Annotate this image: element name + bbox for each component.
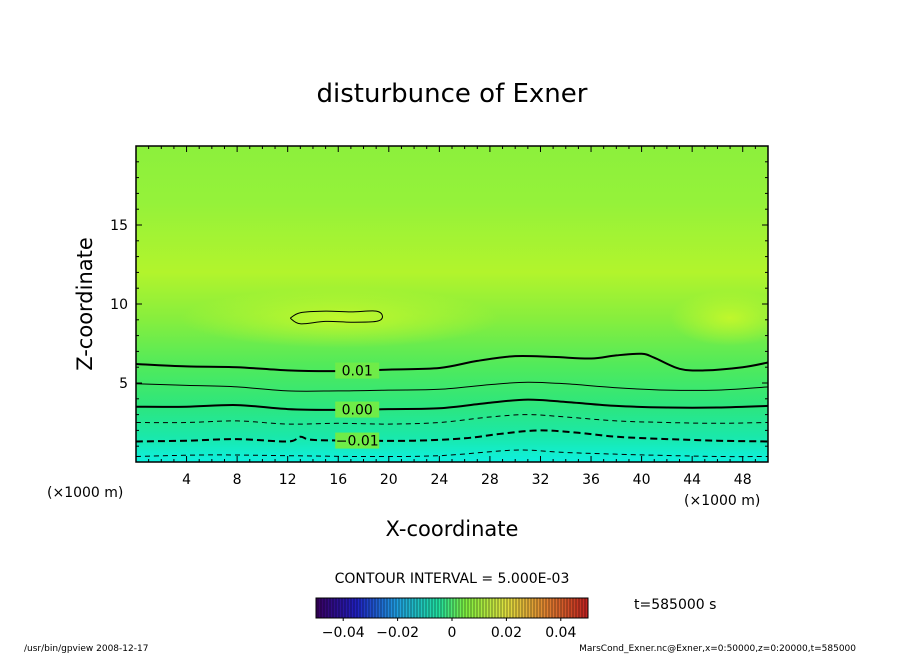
x-tick-label: 36 (582, 472, 600, 488)
contour-line (136, 381, 768, 392)
field-highlight-right (670, 290, 768, 346)
y-tick-label: 15 (110, 218, 128, 234)
x-tick-label: 32 (532, 472, 550, 488)
y-tick-label: 10 (110, 297, 128, 313)
footer-left: /usr/bin/gpview 2008-12-17 (24, 644, 148, 654)
plot-area (136, 146, 768, 462)
x-tick-label: 48 (734, 472, 752, 488)
colorbar-tick-label: 0.04 (545, 625, 576, 641)
contour-line (289, 310, 384, 325)
contour-label-bg (335, 432, 380, 449)
chart-title: disturbunce of Exner (317, 79, 588, 109)
y-ticks: 5 10 15 (110, 161, 768, 447)
colorbar-tick-label: −0.02 (376, 625, 419, 641)
contour-labels: 0.01 0.00 −0.01 (335, 362, 380, 450)
x-axis-label: X-coordinate (386, 517, 519, 541)
contour-line (136, 398, 768, 411)
contour-label: 0.01 (342, 364, 373, 380)
x-tick-label: 16 (329, 472, 347, 488)
time-label: t=585000 s (634, 597, 716, 613)
field-highlight (180, 288, 500, 348)
y-axis-label: Z-coordinate (73, 237, 97, 371)
x-tick-label: 44 (683, 472, 701, 488)
colorbar-tick-label: 0 (448, 625, 457, 641)
x-tick-label: 40 (633, 472, 651, 488)
contour-label: −0.01 (336, 434, 379, 450)
x-tick-label: 4 (182, 472, 191, 488)
x-tick-label: 24 (430, 472, 448, 488)
colorbar-fill (316, 598, 588, 618)
contour-label-bg (335, 401, 380, 418)
colorbar-tick-label: −0.04 (322, 625, 365, 641)
contour-line (136, 449, 768, 458)
contour-label: 0.00 (342, 403, 373, 419)
colorbar-tick-label: 0.02 (491, 625, 522, 641)
colorbar-stripes (317, 598, 586, 618)
contour-line (136, 352, 768, 373)
x-tick-label: 20 (380, 472, 398, 488)
x-unit-left: (×1000 m) (47, 485, 123, 501)
contour-lines (136, 310, 768, 458)
footer-right: MarsCond_Exner.nc@Exner,x=0:50000,z=0:20… (579, 644, 856, 654)
colorbar: −0.04 −0.02 0 0.02 0.04 (315, 597, 589, 641)
contour-label-bg (335, 362, 380, 379)
x-tick-label: 12 (279, 472, 297, 488)
y-tick-label: 5 (119, 376, 128, 392)
x-unit-right: (×1000 m) (684, 493, 760, 509)
x-tick-label: 8 (233, 472, 242, 488)
contour-interval: CONTOUR INTERVAL = 5.000E-03 (335, 571, 570, 587)
colorbar-ticks: −0.04 −0.02 0 0.02 0.04 (322, 618, 576, 641)
x-ticks: 4 8 12 16 20 24 28 32 36 40 44 48 (148, 146, 756, 488)
contour-line (136, 429, 768, 443)
x-tick-label: 28 (481, 472, 499, 488)
